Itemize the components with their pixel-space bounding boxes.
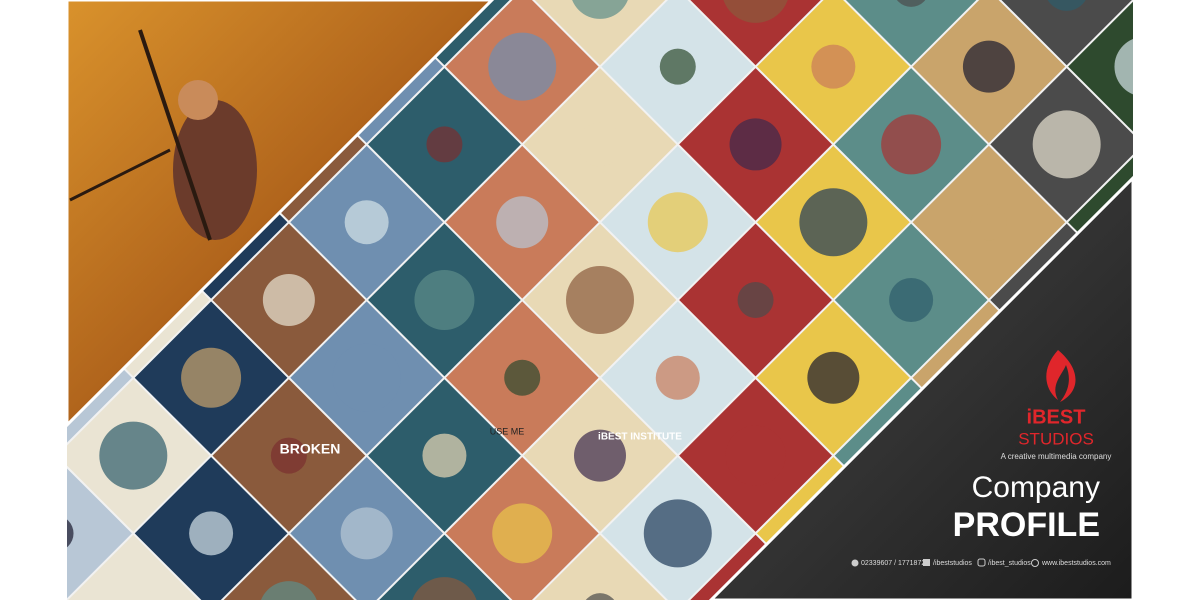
- tile-figure: [492, 503, 553, 564]
- info-panel: [708, 175, 1133, 600]
- logo-text: iBEST: [1027, 406, 1086, 428]
- tile-figure: [737, 282, 774, 318]
- artwork-tile: [1146, 535, 1200, 600]
- phone-icon: [851, 559, 859, 567]
- tile-figure: [881, 114, 942, 175]
- warrior-figure: [69, 29, 257, 241]
- tile-figure: [578, 122, 622, 167]
- tile-figure: [0, 580, 9, 600]
- tile-figure: [799, 188, 868, 257]
- artwork-tile: [212, 534, 366, 600]
- tile-figure: [262, 274, 315, 326]
- contact: www.ibeststudios.com: [1041, 560, 1111, 567]
- tile-figure: [729, 118, 782, 171]
- tile-figure: [647, 192, 708, 253]
- contact: /ibest_studios: [988, 560, 1031, 567]
- artwork-tile: [1146, 224, 1200, 377]
- instagram-icon: [977, 558, 986, 567]
- artwork-tile: [1146, 379, 1200, 532]
- artwork-tile: [0, 379, 54, 532]
- tile-figure: [566, 266, 634, 334]
- tile-figure: [422, 433, 467, 478]
- tile-figure: [643, 499, 712, 568]
- tile-figure: [721, 0, 790, 23]
- artwork-tile: [1068, 0, 1133, 144]
- tile-figure: [426, 126, 463, 163]
- tile-figure: [807, 351, 860, 404]
- tile-figure: [1185, 0, 1200, 26]
- tile-figure: [0, 413, 20, 498]
- tile-figure: [189, 511, 234, 556]
- tile-figure: [655, 355, 700, 400]
- tile-figure: [889, 278, 934, 322]
- artwork-tile: [1146, 0, 1200, 65]
- tile-figure: [0, 275, 3, 326]
- tile-figure: [496, 196, 549, 249]
- contacts: 02339607 / 17718721 /ibeststudios /ibest…: [851, 558, 1111, 567]
- contact: 02339607 / 17718721: [861, 560, 929, 567]
- tile-figure: [570, 0, 630, 19]
- tile-figure: [99, 421, 168, 490]
- tile-figure: [0, 108, 15, 182]
- tile-figure: [332, 343, 401, 412]
- artwork-text: iBEST INSTITUTE: [598, 432, 682, 443]
- tile-figure: [811, 44, 856, 89]
- heading: Company: [972, 471, 1100, 504]
- logo-text: STUDIOS: [1018, 429, 1094, 448]
- artwork-tile: [67, 534, 210, 600]
- heading: PROFILE: [953, 506, 1100, 544]
- contact: /ibeststudios: [933, 560, 972, 567]
- artwork-tile: [368, 534, 521, 600]
- tile-figure: [725, 425, 786, 486]
- tile-figure: [270, 437, 307, 474]
- facebook-icon: [923, 559, 930, 566]
- tile-figure: [1032, 110, 1101, 179]
- tile-figure: [1191, 424, 1200, 486]
- tile-figure: [344, 200, 389, 245]
- tile-figure: [107, 585, 160, 600]
- tile-figure: [659, 48, 696, 85]
- logo-flame: [1046, 350, 1076, 402]
- logo-tagline: A creative multimedia company: [1001, 452, 1112, 461]
- artwork-tile: [1146, 68, 1200, 221]
- web-icon: [1031, 559, 1039, 567]
- hero-artwork: [67, 0, 495, 428]
- tile-figure: [574, 429, 626, 482]
- tile-figure: [414, 270, 475, 330]
- tile-figure: [962, 40, 1015, 93]
- artwork-tile: [523, 534, 677, 600]
- tile-figure: [258, 581, 319, 600]
- tile-figure: [410, 577, 479, 600]
- tile-figure: [1114, 36, 1133, 97]
- artwork-text: USE ME: [490, 426, 525, 436]
- tile-figure: [181, 347, 242, 408]
- artwork-tile: [67, 456, 132, 600]
- artwork-tile: [834, 0, 988, 66]
- artwork-tile: [990, 0, 1133, 66]
- tile-figure: [970, 204, 1007, 241]
- tile-figure: [340, 507, 393, 560]
- artwork-tile: [523, 0, 677, 66]
- tile-figure: [1174, 563, 1200, 600]
- artwork-tile: [0, 535, 54, 600]
- artwork-tile: [0, 224, 54, 377]
- tile-figure: [488, 32, 557, 101]
- artwork-text: BROKEN: [280, 441, 341, 457]
- artwork-tile: [0, 0, 54, 65]
- tile-figure: [504, 359, 541, 396]
- tile-figure: [1180, 258, 1200, 343]
- tile-figure: [0, 0, 26, 37]
- artwork-tile: [0, 68, 54, 221]
